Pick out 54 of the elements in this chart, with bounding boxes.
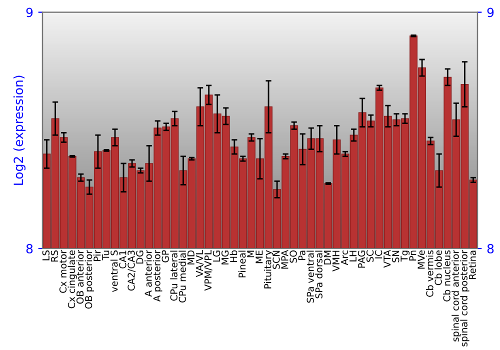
x-tick-label: Cb lobe bbox=[434, 250, 442, 286]
x-tick-label: VTA bbox=[384, 250, 391, 268]
x-tick-label: Pa bbox=[298, 250, 306, 260]
x-tick-label: Cb nucleus bbox=[443, 250, 450, 302]
x-tick-label: ME bbox=[256, 250, 263, 264]
x-tick-label: CA2/CA3 bbox=[128, 250, 136, 291]
x-tick-label: Cx motor bbox=[59, 250, 67, 293]
x-tick-label: SO bbox=[290, 250, 297, 263]
x-tick-label: A posterior bbox=[153, 250, 162, 302]
x-tick-label: SCN bbox=[272, 250, 280, 269]
x-tick-label: RS bbox=[50, 250, 58, 262]
y2-tick-label: 9 bbox=[487, 8, 494, 18]
x-tick-label: Pir bbox=[93, 250, 101, 261]
x-tick-label: LH bbox=[350, 250, 356, 262]
x-tick-label: GP bbox=[162, 250, 169, 262]
x-tick-label: PAG bbox=[358, 250, 366, 268]
x-tick-label: MG bbox=[221, 250, 229, 264]
x-tick-label: Pineal bbox=[238, 250, 246, 278]
x-tick-label: Cb vermis bbox=[426, 250, 434, 297]
x-tick-label: Pituitary bbox=[264, 250, 274, 288]
x-tick-label: ventral S bbox=[110, 250, 118, 292]
x-tick-label: MVe bbox=[418, 250, 425, 269]
x-tick-label: VMH bbox=[332, 250, 340, 272]
x-tick-label: MPA bbox=[281, 250, 288, 269]
x-tick-label: Arc bbox=[341, 250, 348, 266]
x-tick-label: Tu bbox=[102, 250, 110, 260]
x-tick-label: Retina bbox=[468, 250, 476, 280]
x-tick-label: CA1 bbox=[119, 250, 126, 268]
x-tick-label: VA/VL bbox=[196, 250, 204, 278]
x-tick-label: OB anterior bbox=[76, 250, 84, 304]
x-tick-label: Cx cingulate bbox=[68, 250, 77, 308]
x-tick-label: Hb bbox=[230, 250, 238, 262]
x-tick-label: IC bbox=[375, 250, 382, 258]
x-tick-label: CPu medial bbox=[178, 250, 186, 303]
x-tick-label: MD bbox=[187, 250, 194, 264]
x-tick-label: VPM/VPL bbox=[204, 250, 212, 291]
y-axis-title: Log2 (expression) bbox=[13, 76, 26, 185]
x-tick-label: DM bbox=[324, 250, 331, 264]
x-tick-label: SPa ventral bbox=[306, 250, 314, 303]
x-tick-label: M bbox=[247, 250, 254, 258]
x-tick-label: spinal cord posterior bbox=[460, 250, 470, 346]
x-tick-label: Tg bbox=[400, 250, 410, 262]
y2-tick-label: 8 bbox=[487, 244, 494, 254]
x-tick-label: SN bbox=[392, 250, 400, 262]
x-tick-label: LG bbox=[212, 250, 220, 262]
x-tick-label: SC bbox=[366, 250, 374, 262]
x-tick-label: SPa dorsal bbox=[315, 250, 322, 298]
x-tick-label: LS bbox=[42, 250, 50, 260]
x-tick-label: OB posterior bbox=[84, 250, 94, 309]
x-tick-label: Pn bbox=[409, 250, 416, 260]
x-tick-label: CPu lateral bbox=[170, 250, 178, 301]
x-tick-label: DG bbox=[136, 250, 144, 264]
x-tick-label: spinal cord anterior bbox=[452, 250, 461, 342]
x-tick-label: A anterior bbox=[144, 250, 152, 297]
